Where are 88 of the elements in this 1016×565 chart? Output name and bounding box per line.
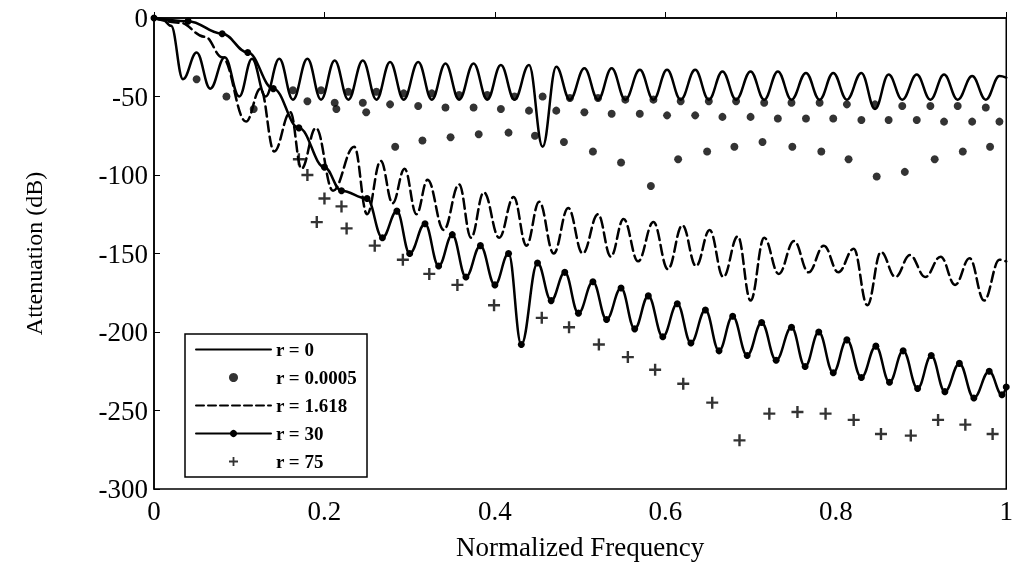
point [914, 385, 922, 393]
point [659, 333, 667, 341]
point [534, 259, 542, 267]
point [673, 300, 681, 308]
legend-label: r = 75 [276, 451, 324, 472]
point [320, 163, 328, 171]
point [592, 338, 605, 351]
point [406, 250, 414, 257]
point [843, 336, 851, 344]
point [985, 367, 993, 375]
point [561, 268, 569, 276]
point [363, 195, 371, 203]
x-tick-label: 1 [999, 495, 1013, 526]
point [435, 262, 443, 270]
point [649, 363, 662, 376]
point [743, 352, 751, 360]
point [715, 347, 723, 355]
point [301, 169, 314, 181]
point [701, 306, 709, 314]
point [927, 352, 935, 360]
point [733, 434, 746, 447]
point [244, 49, 252, 57]
y-tick-label: -150 [98, 238, 148, 269]
x-tick-label: 0.4 [478, 495, 513, 526]
y-tick-label: -50 [112, 81, 148, 112]
point [729, 312, 737, 320]
point [603, 315, 611, 323]
point [815, 328, 823, 336]
point [787, 323, 795, 331]
point [338, 187, 345, 195]
point [829, 369, 837, 377]
point [819, 407, 832, 420]
point [970, 394, 978, 402]
point [340, 222, 353, 235]
point [269, 85, 277, 93]
y-tick-label: -100 [98, 160, 148, 190]
point [941, 388, 949, 396]
x-tick-label: 0.2 [307, 495, 342, 526]
point [772, 356, 780, 364]
point [758, 319, 766, 327]
point [505, 250, 513, 257]
point [589, 278, 597, 286]
point [517, 341, 525, 349]
y-tick-label: -200 [98, 317, 148, 347]
point [318, 192, 331, 205]
point [847, 413, 860, 426]
y-axis-title: Attenuation (dB) [21, 171, 47, 336]
x-tick-label: 0.8 [818, 495, 853, 526]
point [886, 378, 893, 386]
point [491, 281, 499, 289]
point [801, 363, 809, 371]
x-tick-label: 0.6 [648, 495, 683, 526]
point [476, 242, 484, 250]
y-tick-label: -300 [98, 474, 148, 504]
point [393, 207, 401, 215]
legend-label: r = 30 [276, 423, 324, 444]
x-axis-title: Normalized Frequency [456, 531, 705, 562]
point [857, 374, 865, 382]
legend-label: r = 0.0005 [276, 367, 357, 388]
point [335, 200, 348, 213]
point [644, 292, 652, 300]
point [998, 391, 1006, 399]
y-tick-label: -250 [98, 395, 148, 426]
point [218, 30, 226, 38]
point [904, 429, 917, 442]
point [899, 347, 907, 355]
y-tick-label: 0 [134, 3, 148, 33]
point [791, 406, 804, 419]
point [872, 342, 880, 350]
legend-label: r = 0 [276, 339, 314, 360]
point [488, 299, 501, 312]
point [959, 418, 972, 431]
point [421, 220, 429, 228]
point [986, 428, 999, 441]
point [763, 407, 776, 420]
point [448, 231, 456, 239]
point [295, 124, 303, 132]
point [631, 325, 639, 333]
point [706, 396, 719, 409]
point [184, 17, 192, 25]
point [378, 234, 386, 242]
legend-label: r = 1.618 [276, 395, 348, 416]
point [955, 359, 963, 367]
point [451, 278, 464, 291]
point [1002, 383, 1010, 391]
point [574, 309, 582, 317]
point [547, 297, 555, 305]
point [368, 239, 381, 252]
